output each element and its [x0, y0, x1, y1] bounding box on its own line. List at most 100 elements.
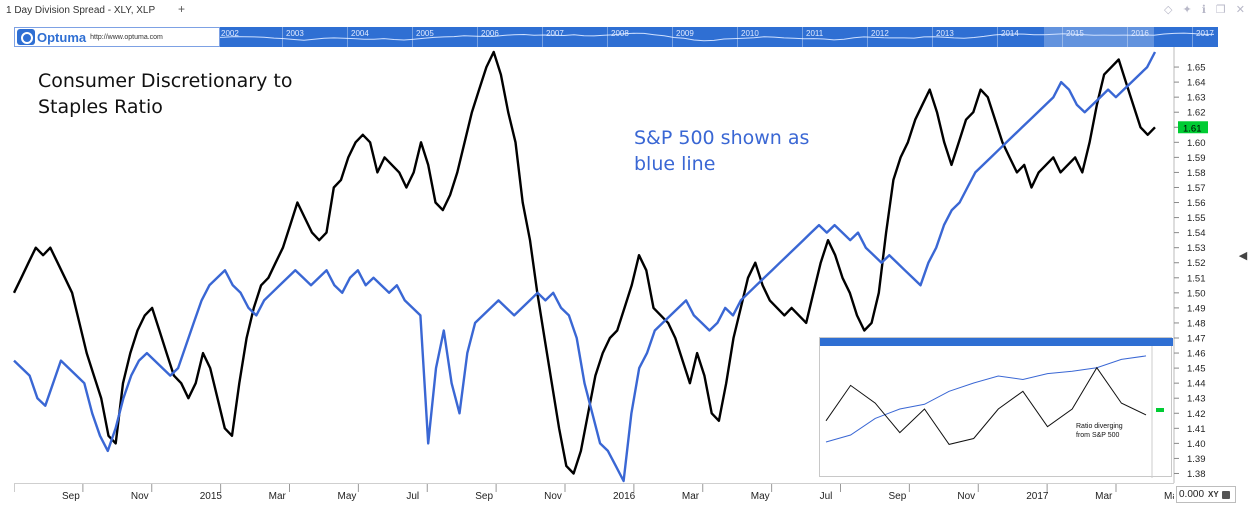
- y-tick-label: 1.53: [1187, 243, 1206, 254]
- overview-year-tick: [1062, 27, 1063, 47]
- y-tick-label: 1.46: [1187, 349, 1206, 360]
- overview-year-tick: [477, 27, 478, 47]
- y-tick-label: 1.38: [1187, 469, 1206, 480]
- overview-year-tick: [607, 27, 608, 47]
- y-tick-label: 1.59: [1187, 153, 1206, 164]
- x-tick-label: May: [751, 491, 770, 502]
- overview-range-selector[interactable]: [1044, 27, 1154, 47]
- overview-year-label: 2012: [871, 29, 889, 38]
- x-tick-label: Mar: [1095, 491, 1113, 502]
- y-tick-label: 1.39: [1187, 454, 1206, 465]
- x-tick-label: 2015: [200, 491, 223, 502]
- overview-year-label: 2005: [416, 29, 434, 38]
- overview-year-tick: [1192, 27, 1193, 47]
- overview-year-tick: [867, 27, 868, 47]
- sp500-series-line: [13, 51, 1157, 483]
- y-tick-label: 1.63: [1187, 93, 1206, 104]
- y-tick-label: 1.45: [1187, 364, 1206, 375]
- inset-chart-image: Ratio diverging from S&P 500: [819, 337, 1173, 478]
- overview-year-label: 2015: [1066, 29, 1084, 38]
- overview-year-label: 2002: [221, 29, 239, 38]
- overview-year-tick: [737, 27, 738, 47]
- y-tick-label: 1.51: [1187, 273, 1206, 284]
- overview-year-tick: [672, 27, 673, 47]
- inset-caption-line2: from S&P 500: [1076, 432, 1120, 439]
- overview-year-label: 2004: [351, 29, 369, 38]
- overview-timeline[interactable]: 2002 2003 2004 2005 2006 2007 2008 2009 2010 2011…: [14, 27, 1218, 47]
- chart-title-line1: Consumer Discretionary to: [38, 70, 292, 92]
- scale-value[interactable]: 0.000: [1179, 489, 1205, 500]
- diamond-icon[interactable]: ◇: [1164, 3, 1173, 16]
- y-tick-label: 1.40: [1187, 439, 1206, 450]
- overview-year-tick: [802, 27, 803, 47]
- y-tick-label: 1.49: [1187, 303, 1206, 314]
- y-tick-label: 1.54: [1187, 228, 1206, 239]
- inset-ratio-line: [825, 366, 1147, 445]
- y-tick-label: 1.44: [1187, 379, 1206, 390]
- x-tick-label: Sep: [889, 491, 907, 502]
- overview-year-label: 2010: [741, 29, 759, 38]
- main-chart[interactable]: 1.38 1.39 1.40 1.41 1.42 1.43 1.44 1.45 1.46 1.47…: [0, 47, 1253, 487]
- info-icon[interactable]: ℹ: [1201, 3, 1206, 16]
- overview-year-label: 2008: [611, 29, 629, 38]
- overview-year-label: 2006: [481, 29, 499, 38]
- overview-trace: [213, 32, 1214, 42]
- inset-sp500-line: [825, 355, 1147, 443]
- add-series-icon[interactable]: +: [178, 2, 186, 16]
- overview-year-tick: [1127, 27, 1128, 47]
- x-tick-label: Nov: [544, 491, 562, 502]
- x-tick-label: Jul: [406, 491, 419, 502]
- x-tick-label: 2017: [1026, 491, 1049, 502]
- last-value-tag: [1178, 121, 1208, 134]
- overview-year-label: 2017: [1196, 29, 1214, 38]
- pin-icon[interactable]: ✦: [1182, 3, 1192, 16]
- y-tick-label: 1.55: [1187, 213, 1206, 224]
- ratio-series-line: [12, 50, 1156, 475]
- y-tick-label: 1.57: [1187, 183, 1206, 194]
- overview-year-label: 2013: [936, 29, 954, 38]
- inset-header: [820, 338, 1173, 346]
- overview-year-tick: [282, 27, 283, 47]
- inset-caption-line1: Ratio diverging: [1076, 423, 1123, 430]
- y-tick-label: 1.50: [1187, 288, 1206, 299]
- window-title: 1 Day Division Spread - XLY, XLP: [6, 5, 156, 16]
- brand-name: Optuma: [37, 29, 87, 45]
- overview-line: [213, 32, 1214, 42]
- y-tick-label: 1.43: [1187, 394, 1206, 405]
- close-icon[interactable]: ✕: [1235, 3, 1245, 16]
- chart-title-line2: Staples Ratio: [38, 96, 163, 118]
- y-tick-label: 1.62: [1187, 108, 1206, 119]
- x-tick-label: Sep: [62, 491, 80, 502]
- overview-year-label: 2016: [1131, 29, 1149, 38]
- x-tick-label: Jul: [820, 491, 833, 502]
- overview-year-tick: [412, 27, 413, 47]
- window-titlebar: 1 Day Division Spread - XLY, XLP + ◇ ✦ ℹ…: [0, 0, 1253, 26]
- y-tick-label: 1.58: [1187, 168, 1206, 179]
- y-tick-label: 1.41: [1187, 424, 1206, 435]
- scale-control[interactable]: 0.000 XY: [1176, 486, 1236, 503]
- sp-note-line1: S&P 500 shown as: [634, 127, 809, 149]
- x-axis-bar: Sep Nov 2015 Mar May Jul Sep Nov 2016 Mar May Jul Se…: [13, 483, 1183, 505]
- brand-url[interactable]: http://www.optuma.com: [90, 33, 163, 41]
- overview-year-label: 2007: [546, 29, 564, 38]
- lock-icon[interactable]: [1221, 490, 1230, 499]
- x-tick-label: Nov: [131, 491, 149, 502]
- overview-year-tick: [542, 27, 543, 47]
- y-tick-label: 1.42: [1187, 409, 1206, 420]
- chart-canvas[interactable]: 1.38 1.39 1.40 1.41 1.42 1.43 1.44 1.45 1.46 1.47…: [0, 47, 1253, 483]
- x-axis: Sep Nov 2015 Mar May Jul Sep Nov 2016 Mar May Jul Se…: [13, 484, 1183, 502]
- overview-year-tick: [347, 27, 348, 47]
- x-tick-label: Mar: [269, 491, 287, 502]
- brand-banner[interactable]: Optuma http://www.optuma.com: [14, 27, 220, 47]
- x-tick-label: Sep: [475, 491, 493, 502]
- x-tick-label: Mar: [682, 491, 700, 502]
- x-tick-label: May: [338, 491, 357, 502]
- y-tick-label: 1.48: [1187, 318, 1206, 329]
- window-controls: ◇ ✦ ℹ ❐ ✕: [1164, 3, 1245, 16]
- restore-icon[interactable]: ❐: [1215, 3, 1226, 16]
- y-tick-label: 1.47: [1187, 334, 1206, 345]
- scale-mode[interactable]: XY: [1208, 490, 1219, 499]
- right-gutter: [1236, 47, 1253, 483]
- x-tick-label: Nov: [957, 491, 975, 502]
- collapse-panel-icon[interactable]: ◀: [1238, 249, 1248, 262]
